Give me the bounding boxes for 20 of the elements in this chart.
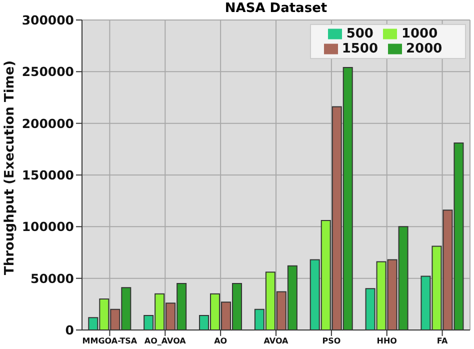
legend-label: 2000 [406,41,442,56]
y-tick-label: 250000 [22,64,74,80]
x-tick-label: FA [436,336,448,346]
y-axis-title: Throughput (Execution Time) [2,60,18,275]
y-tick-label: 150000 [22,167,74,182]
legend-label: 1000 [401,26,438,42]
legend-label: 1500 [342,41,378,56]
x-tick-label: AVOA [264,336,290,346]
y-tick-label: 200000 [22,116,74,131]
legend-label: 500 [346,26,374,42]
y-tick-label: 0 [65,322,74,338]
y-tick-label: 100000 [22,219,74,234]
x-tick-label: MMGOA-TSA [82,336,138,346]
x-tick-label: PSO [322,336,341,346]
y-tick-label: 300000 [22,12,74,28]
x-tick-label: AO_AVOA [144,336,187,346]
y-tick-label: 50000 [30,270,74,286]
x-tick-label: HHO [376,336,398,346]
chart-title: NASA Dataset [224,1,328,16]
x-tick-label: AO [214,336,228,346]
